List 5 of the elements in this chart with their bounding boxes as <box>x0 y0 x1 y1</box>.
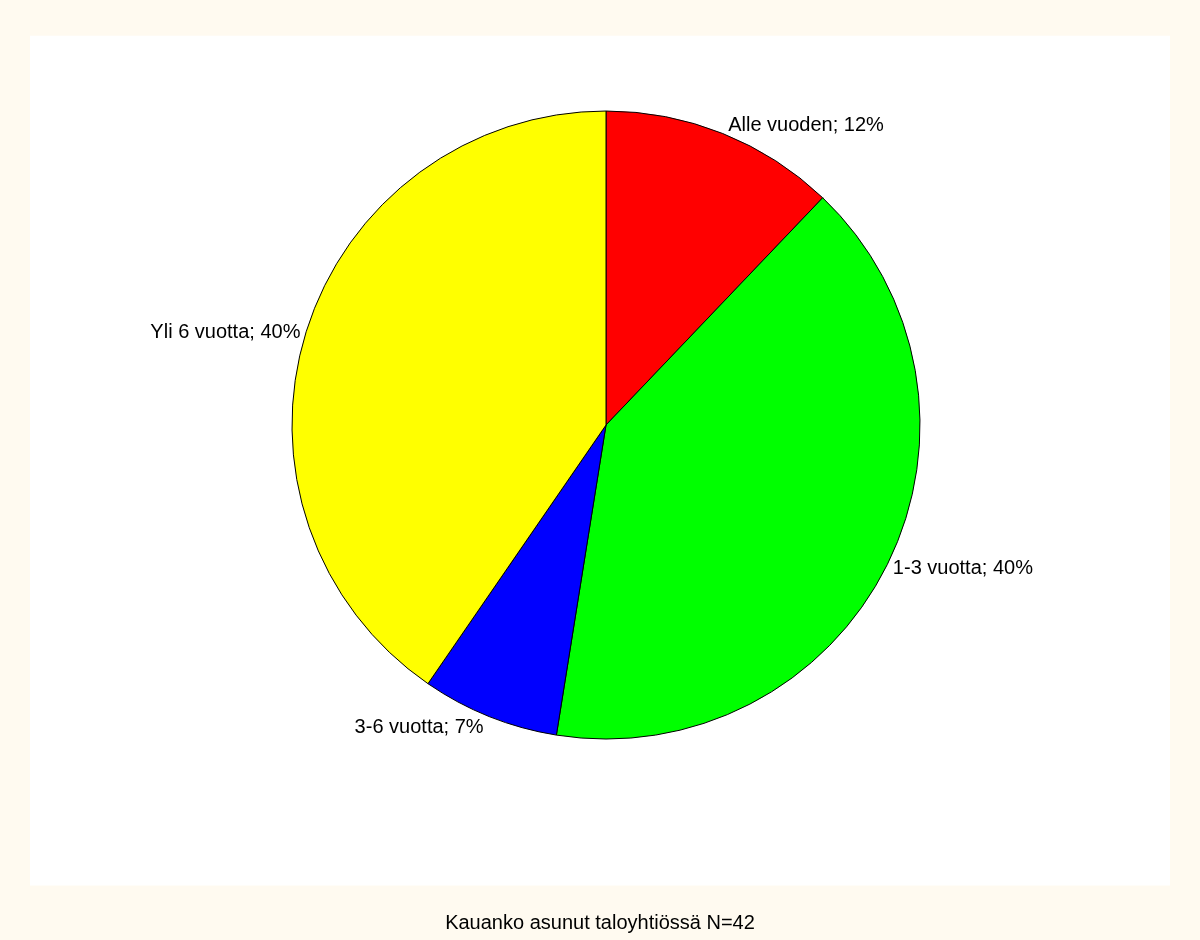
slice-label: Yli 6 vuotta; 40% <box>150 319 301 342</box>
slice-label: 3-6 vuotta; 7% <box>354 715 484 738</box>
slice-label: Alle vuoden; 12% <box>728 113 885 136</box>
text: Kauanko asunut taloyhtiössä N=42 <box>445 910 755 933</box>
slice-label: 1-3 vuotta; 40% <box>892 555 1034 578</box>
